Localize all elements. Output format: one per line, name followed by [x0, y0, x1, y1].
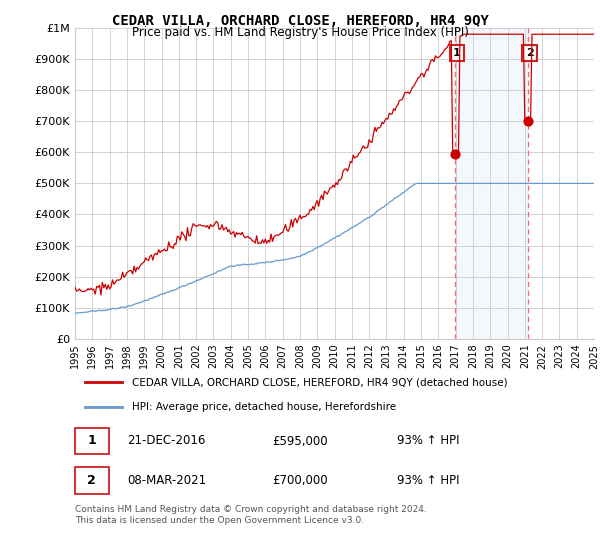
Point — [523, 117, 533, 126]
Text: 93% ↑ HPI: 93% ↑ HPI — [397, 435, 459, 447]
Text: £595,000: £595,000 — [272, 435, 328, 447]
Text: 2: 2 — [88, 474, 96, 487]
Bar — [455, 28, 528, 339]
Text: 1: 1 — [453, 48, 461, 58]
FancyBboxPatch shape — [75, 467, 109, 493]
Text: 93% ↑ HPI: 93% ↑ HPI — [397, 474, 459, 487]
Text: 2: 2 — [526, 48, 533, 58]
FancyBboxPatch shape — [75, 428, 109, 454]
Text: CEDAR VILLA, ORCHARD CLOSE, HEREFORD, HR4 9QY (detached house): CEDAR VILLA, ORCHARD CLOSE, HEREFORD, HR… — [132, 377, 508, 388]
Text: HPI: Average price, detached house, Herefordshire: HPI: Average price, detached house, Here… — [132, 402, 396, 412]
Text: 21-DEC-2016: 21-DEC-2016 — [127, 435, 205, 447]
Text: Contains HM Land Registry data © Crown copyright and database right 2024.
This d: Contains HM Land Registry data © Crown c… — [75, 505, 427, 525]
Text: 1: 1 — [88, 435, 96, 447]
Point — [450, 150, 460, 158]
Text: CEDAR VILLA, ORCHARD CLOSE, HEREFORD, HR4 9QY: CEDAR VILLA, ORCHARD CLOSE, HEREFORD, HR… — [112, 14, 488, 28]
Text: Price paid vs. HM Land Registry's House Price Index (HPI): Price paid vs. HM Land Registry's House … — [131, 26, 469, 39]
Text: 08-MAR-2021: 08-MAR-2021 — [127, 474, 206, 487]
Text: £700,000: £700,000 — [272, 474, 328, 487]
